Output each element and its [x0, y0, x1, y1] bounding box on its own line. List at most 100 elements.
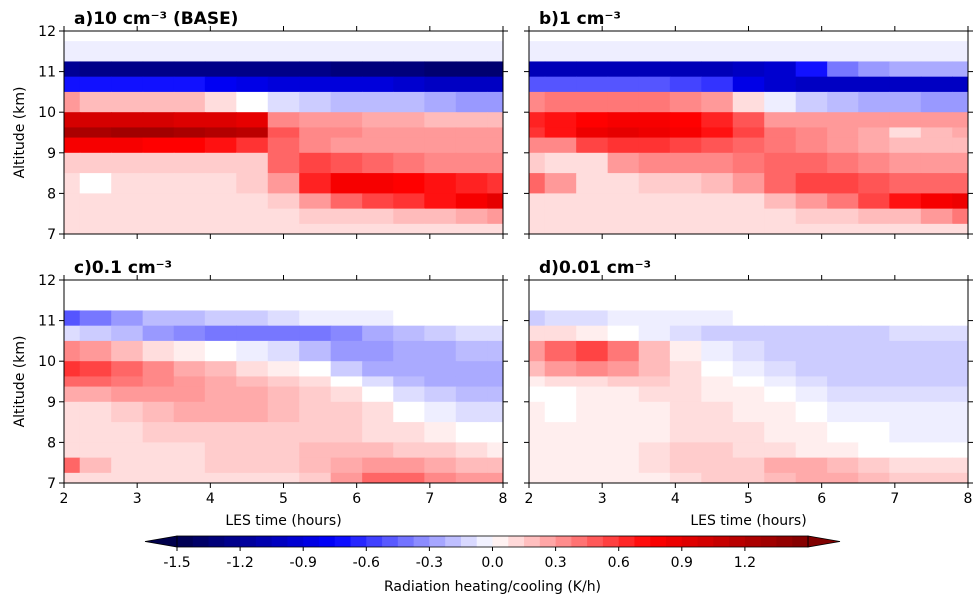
heatmap-cell [952, 280, 968, 291]
heatmap-cell [111, 376, 144, 388]
heatmap-cell [173, 290, 206, 312]
heatmap-cell [529, 173, 546, 194]
heatmap-cell [764, 41, 797, 63]
heatmap-cell [544, 422, 577, 443]
heatmap-cell [952, 112, 968, 129]
heatmap-cell [267, 61, 300, 78]
heatmap-cell [576, 386, 609, 403]
heatmap-cell [142, 361, 175, 378]
heatmap-cell [889, 137, 922, 154]
heatmap-cell [393, 422, 425, 443]
heatmap-cell [764, 442, 797, 459]
heatmap-cell [795, 422, 828, 443]
heatmap-cell [827, 41, 859, 63]
heatmap-cell [173, 112, 206, 129]
colorbar-label: Radiation heating/cooling (K/h) [384, 579, 601, 595]
heatmap-cell [204, 442, 237, 459]
heatmap-cell [362, 422, 394, 443]
heatmap-cell [764, 91, 797, 113]
heatmap-cell [544, 457, 577, 474]
heatmap-cell [576, 193, 609, 210]
heatmap-cell [920, 76, 953, 93]
heatmap-cell [142, 41, 175, 63]
heatmap-cell [952, 310, 968, 327]
heatmap-cell [920, 137, 953, 154]
heatmap-cell [795, 208, 828, 225]
heatmap-cell [204, 280, 237, 291]
heatmap-cell [455, 127, 488, 139]
heatmap-cell [607, 91, 640, 113]
heatmap-cells [64, 31, 503, 234]
heatmap-cell [669, 401, 702, 423]
heatmap-cell [669, 112, 702, 129]
heatmap-cell [64, 376, 81, 388]
heatmap-cell [64, 457, 81, 474]
heatmap-cell [544, 31, 577, 42]
heatmap-cell [236, 472, 269, 483]
heatmap-cell [544, 91, 577, 113]
heatmap-cell [330, 152, 363, 174]
heatmap-cell [111, 310, 144, 327]
heatmap-cell [858, 280, 890, 291]
y-tick-label: 7 [47, 227, 56, 243]
heatmap-cell [764, 340, 797, 362]
heatmap-cell [64, 472, 81, 483]
heatmap-cell [173, 208, 206, 225]
heatmap-cell [330, 41, 363, 63]
heatmap-cell [669, 208, 702, 225]
heatmap-cell [64, 41, 81, 63]
heatmap-cell [111, 137, 144, 154]
heatmap-cell [544, 208, 577, 225]
heatmap-cell [299, 472, 332, 483]
heatmap-cell [638, 61, 671, 78]
heatmap-cell [142, 472, 175, 483]
heatmap-cell [173, 472, 206, 483]
heatmap-cell [544, 280, 577, 291]
heatmap-cells [64, 280, 503, 483]
heatmap-cell [299, 193, 332, 210]
heatmap-cell [111, 422, 144, 443]
heatmap-cell [424, 325, 457, 342]
heatmap-cell [455, 376, 488, 388]
heatmap-cell [952, 41, 968, 63]
heatmap-cell [732, 401, 765, 423]
colorbar-segment [445, 536, 462, 547]
heatmap-cell [701, 137, 734, 154]
heatmap-cell [111, 223, 144, 234]
heatmap-cell [204, 325, 237, 342]
heatmap-cell [858, 91, 890, 113]
heatmap-cell [330, 112, 363, 129]
heatmap-cell [236, 442, 269, 459]
heatmap-cell [732, 91, 765, 113]
heatmap-cell [299, 31, 332, 42]
heatmap-cell [487, 457, 503, 474]
heatmap-cell [79, 112, 112, 129]
heatmap-cell [952, 173, 968, 194]
heatmap-cell [795, 152, 828, 174]
heatmap-cell [795, 127, 828, 139]
heatmap-cell [732, 457, 765, 474]
heatmap-cell [487, 472, 503, 483]
heatmap-cell [529, 41, 546, 63]
heatmap-cell [732, 361, 765, 378]
heatmap-cell [455, 290, 488, 312]
x-axis-label: LES time (hours) [225, 513, 341, 529]
heatmap-cell [111, 76, 144, 93]
heatmap-cell [607, 340, 640, 362]
heatmap-cell [669, 76, 702, 93]
colorbar-segment [681, 536, 699, 547]
heatmap-cell [827, 457, 859, 474]
heatmap-cell [795, 401, 828, 423]
heatmap-cell [267, 223, 300, 234]
heatmap-cell [299, 325, 332, 342]
heatmap-cell [732, 137, 765, 154]
heatmap-cell [142, 91, 175, 113]
heatmap-cell [173, 422, 206, 443]
heatmap-cell [858, 208, 890, 225]
heatmap-cell [858, 442, 890, 459]
heatmap-cell [529, 442, 546, 459]
colorbar-segment [792, 536, 809, 547]
heatmap-cell [795, 472, 828, 483]
x-tick-label: 4 [671, 491, 680, 507]
heatmap-cell [362, 61, 394, 78]
